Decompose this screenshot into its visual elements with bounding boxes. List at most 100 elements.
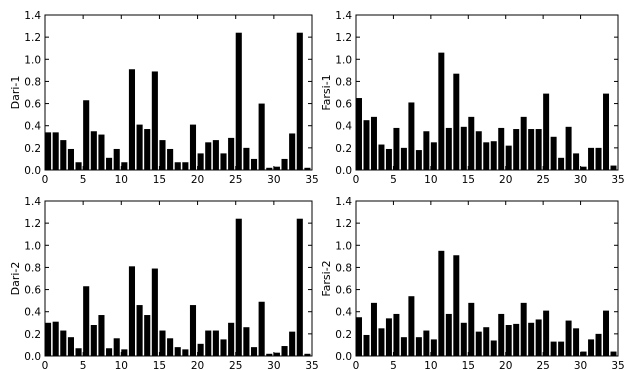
y-tick-label: 0.4 xyxy=(335,121,352,133)
bar xyxy=(528,322,535,356)
bar xyxy=(197,153,204,170)
ylabel-farsi-2: Farsi-2 xyxy=(320,260,333,296)
bar xyxy=(370,116,377,170)
bar xyxy=(430,339,437,356)
bar xyxy=(281,158,288,170)
y-tick-label: 1.0 xyxy=(335,240,352,252)
bar xyxy=(128,266,136,356)
bar xyxy=(505,145,512,170)
bar xyxy=(60,140,67,170)
bar xyxy=(550,341,557,356)
bar xyxy=(356,317,362,356)
x-tick-label: 10 xyxy=(424,174,437,186)
bar xyxy=(151,268,158,356)
bar xyxy=(113,338,120,356)
x-tick-label: 35 xyxy=(611,174,624,186)
bar xyxy=(289,133,296,170)
y-tick-label: 1.2 xyxy=(335,218,352,230)
bar xyxy=(205,142,212,170)
bar xyxy=(159,330,166,356)
bar xyxy=(415,337,422,356)
bar xyxy=(513,129,520,170)
bar xyxy=(445,313,452,356)
y-tick-label: 0.0 xyxy=(335,165,352,177)
ticks-farsi-1: 0 5 10 15 20 25 30 35 0.0 0.2 0.4 0.6 0.8 1.0 1.2 1.4 xyxy=(335,10,624,186)
y-tick-label: 1.0 xyxy=(24,54,41,66)
bar xyxy=(378,328,385,356)
x-tick-label: 0 xyxy=(42,360,49,370)
y-tick-label: 0.2 xyxy=(24,143,41,155)
y-tick-label: 1.0 xyxy=(24,240,41,252)
bar xyxy=(296,218,303,356)
y-tick-label: 0.4 xyxy=(24,307,41,319)
y-tick-label: 1.4 xyxy=(335,10,352,22)
bar xyxy=(98,134,105,170)
bar xyxy=(363,120,370,170)
bar xyxy=(266,167,273,170)
bar xyxy=(212,140,219,170)
bar xyxy=(565,126,572,170)
x-tick-label: 35 xyxy=(305,174,318,186)
bar xyxy=(535,129,542,170)
bar xyxy=(189,305,197,356)
x-tick-label: 20 xyxy=(499,360,512,370)
bar xyxy=(289,331,296,356)
bar xyxy=(128,69,136,170)
bar xyxy=(490,141,497,170)
bar xyxy=(370,302,377,356)
y-tick-label: 0.4 xyxy=(335,307,352,319)
bar xyxy=(106,157,113,170)
bar xyxy=(174,162,181,170)
x-tick-label: 5 xyxy=(390,360,397,370)
bars-dari-2 xyxy=(45,218,311,356)
y-tick-label: 0.6 xyxy=(24,285,41,297)
plot-frame-dari-2 xyxy=(44,200,313,357)
bar xyxy=(45,132,52,170)
bar xyxy=(453,255,460,356)
x-tick-label: 10 xyxy=(424,360,437,370)
bar xyxy=(304,353,311,356)
bar xyxy=(483,327,490,356)
bar xyxy=(603,93,610,170)
bar xyxy=(60,330,67,356)
x-tick-label: 20 xyxy=(191,174,204,186)
ylabel-farsi-1: Farsi-1 xyxy=(320,74,333,110)
ticks-dari-2: 0 5 10 15 20 25 30 35 0.0 0.2 0.4 0.6 0.8 1.0 1.2 1.4 xyxy=(24,196,318,370)
bar xyxy=(67,148,74,170)
x-tick-label: 25 xyxy=(229,360,242,370)
y-tick-label: 1.2 xyxy=(24,218,41,230)
bar xyxy=(197,343,204,356)
bar xyxy=(408,296,415,356)
bar xyxy=(167,338,174,356)
subplot-farsi-2: 0 5 10 15 20 25 30 35 0.0 0.2 0.4 0.6 0.8 1.0 1.2 1.4 F… xyxy=(320,196,625,370)
bar xyxy=(273,352,280,356)
x-tick-label: 0 xyxy=(353,360,360,370)
bars-dari-1 xyxy=(45,32,311,171)
bar xyxy=(182,162,189,170)
bar xyxy=(363,334,370,356)
bar xyxy=(106,348,113,356)
bar xyxy=(121,162,128,170)
x-tick-label: 25 xyxy=(536,174,549,186)
plot-frame-dari-1 xyxy=(44,14,313,171)
bar xyxy=(304,167,311,170)
x-tick-label: 10 xyxy=(115,174,128,186)
bar xyxy=(430,142,437,170)
bar xyxy=(258,301,265,356)
bar xyxy=(75,162,82,170)
bar xyxy=(67,337,74,356)
bar xyxy=(273,166,280,170)
x-tick-label: 10 xyxy=(115,360,128,370)
ylabel-dari-2: Dari-2 xyxy=(9,262,22,296)
bar xyxy=(595,147,602,170)
bar xyxy=(588,147,595,170)
bar xyxy=(83,286,90,356)
bar xyxy=(136,124,143,170)
bar xyxy=(490,340,497,356)
x-tick-label: 30 xyxy=(574,360,587,370)
bar xyxy=(151,71,158,170)
y-tick-label: 0.8 xyxy=(24,262,41,274)
bar xyxy=(83,100,90,170)
plot-frame-farsi-1 xyxy=(355,14,619,171)
bar xyxy=(595,333,602,356)
